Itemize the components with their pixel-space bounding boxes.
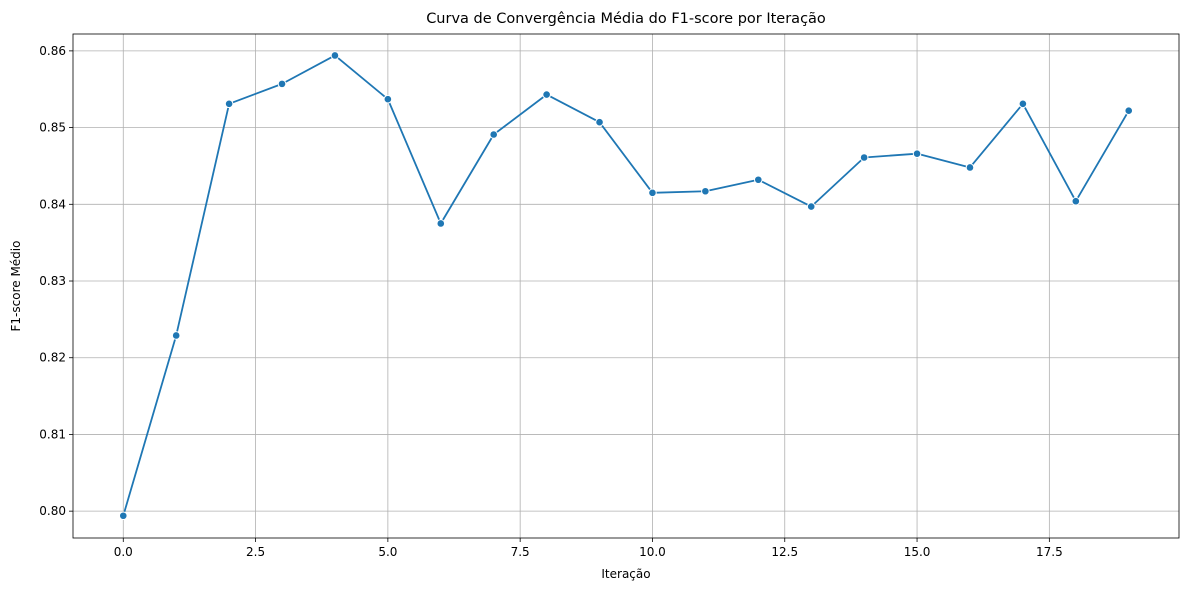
series xyxy=(118,51,1134,521)
plot-area-frame xyxy=(72,33,1180,539)
x-axis-ticks: 0.0 2.5 5.0 7.5 10.0 12.5 15.0 17.5 xyxy=(114,538,1063,559)
chart-title: Curva de Convergência Média do F1-score … xyxy=(426,11,826,27)
x-tick-label: 15.0 xyxy=(904,545,931,559)
data-point xyxy=(224,99,234,109)
y-tick-label: 0.86 xyxy=(39,44,66,58)
x-tick-label: 12.5 xyxy=(771,545,798,559)
y-tick-label: 0.83 xyxy=(39,274,66,288)
data-point xyxy=(753,175,763,185)
x-tick-label: 0.0 xyxy=(114,545,133,559)
data-point xyxy=(701,186,710,196)
x-axis-label: Iteração xyxy=(601,567,650,581)
y-tick-label: 0.85 xyxy=(39,121,66,135)
x-tick-label: 2.5 xyxy=(246,545,265,559)
series-line xyxy=(122,54,1130,517)
data-point xyxy=(277,79,287,89)
data-point xyxy=(542,90,551,99)
data-point xyxy=(648,188,657,198)
data-point xyxy=(1018,99,1028,109)
data-point xyxy=(1071,196,1081,206)
x-tick-label: 7.5 xyxy=(511,545,530,559)
data-point xyxy=(489,130,499,139)
data-point xyxy=(330,51,340,60)
data-point xyxy=(171,331,181,340)
data-point xyxy=(1124,106,1134,116)
data-point xyxy=(383,94,393,104)
data-point xyxy=(806,202,816,211)
y-tick-label: 0.80 xyxy=(39,504,66,518)
data-point xyxy=(912,149,922,158)
x-tick-label: 17.5 xyxy=(1036,545,1063,559)
y-tick-label: 0.84 xyxy=(39,197,66,211)
y-tick-label: 0.81 xyxy=(39,427,66,441)
y-axis-label: F1-score Médio xyxy=(9,241,23,332)
x-tick-label: 10.0 xyxy=(639,545,666,559)
grid xyxy=(73,34,1179,538)
y-tick-label: 0.82 xyxy=(39,351,66,365)
data-point xyxy=(436,219,446,228)
y-axis-ticks: 0.80 0.81 0.82 0.83 0.84 0.85 0.86 xyxy=(39,44,73,518)
data-point xyxy=(595,117,604,127)
data-point xyxy=(965,163,975,172)
x-tick-label: 5.0 xyxy=(378,545,397,559)
data-point xyxy=(859,153,869,162)
data-point xyxy=(118,511,128,521)
